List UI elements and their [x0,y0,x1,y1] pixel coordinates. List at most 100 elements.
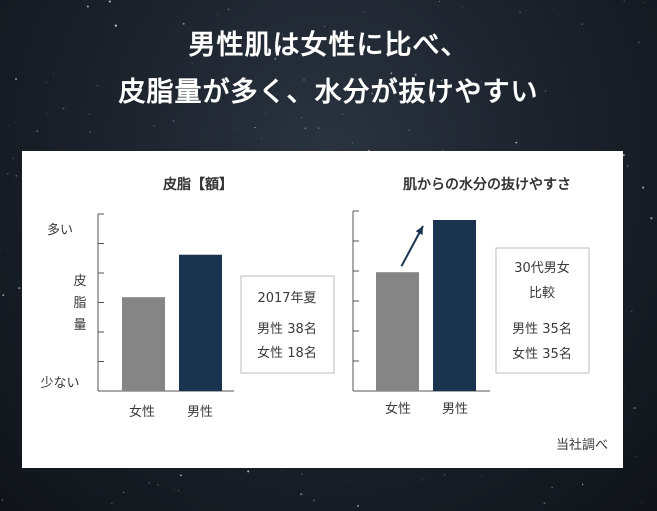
star-dot [45,82,47,83]
headline: 男性肌は女性に比べ、 皮脂量が多く、水分が抜けやすい [0,22,657,116]
star-dot [414,73,417,76]
star-dot [639,90,641,92]
star-dot [390,72,393,75]
star-dot [557,15,559,17]
source-note: 当社調べ [556,437,608,453]
star-dot [357,505,359,507]
star-dot [543,502,546,505]
headline-line-2: 皮脂量が多く、水分が抜けやすい [118,77,539,108]
star-dot [260,137,263,140]
star-dot [582,483,584,486]
star-dot [408,129,410,131]
star-dot [301,117,303,118]
star-dot [422,479,424,481]
star-dot [363,11,365,13]
moisture-note-line-3: 男性 35名 [512,321,572,337]
moisture-loss-chart: 肌からの水分の抜けやすさ 女性 男性 30代男女 比較 男性 35名 女性 35… [352,176,590,417]
star-dot [111,503,113,505]
moisture-note-line-4: 女性 35名 [512,346,572,362]
moisture-note-line-1: 30代男女 [514,260,570,276]
star-dot [440,79,443,82]
moisture-note-line-2: 比較 [529,286,555,301]
star-dot [114,24,117,27]
moisture-note-box [495,247,590,374]
star-dot [444,474,446,476]
bar-male [179,254,222,391]
star-dot [635,456,637,458]
star-dot [53,73,55,74]
star-dot [630,262,631,264]
star-dot [406,72,408,74]
star-dot [254,127,256,129]
star-dot [182,22,185,25]
star-dot [281,470,283,471]
star-dot [249,45,251,47]
star-dot [551,486,553,489]
star-dot [157,484,159,486]
star-dot [36,130,39,132]
star-dot [193,509,194,511]
star-dot [519,11,521,14]
star-dot [406,50,408,52]
headline-line-1: 男性肌は女性に比べ、 [188,30,469,61]
star-dot [123,491,125,493]
star-dot [46,112,48,114]
star-dot [177,490,180,492]
star-dot [431,77,434,80]
star-dot [626,165,629,167]
category-label-female: 女性 [129,404,155,420]
star-dot [1,499,4,501]
sebum-chart: 皮脂【額】 多い 皮 脂 量 少ない 女性 男性 2017年夏 男性 38名 女… [40,176,335,420]
sebum-note-line-2: 男性 38名 [257,321,317,337]
star-dot [633,406,636,410]
arrow-head [415,226,423,235]
star-dot [180,474,182,477]
star-dot [15,174,18,177]
star-dot [274,57,277,60]
star-dot [11,157,14,160]
chart-card: 皮脂【額】 多い 皮 脂 量 少ない 女性 男性 2017年夏 男性 38名 女… [22,151,623,468]
bar-female [376,272,419,391]
star-dot [228,8,230,10]
star-dot [623,386,625,387]
star-dot [18,287,21,290]
star-dot [222,52,225,55]
star-dot [300,493,303,496]
star-dot [481,81,482,83]
y-axis-label-char-3: 量 [73,318,86,333]
sebum-chart-title: 皮脂【額】 [162,176,233,193]
star-dot [303,79,305,81]
star-dot [352,141,354,144]
star-dot [324,26,326,28]
star-dot [481,475,483,477]
star-dot [312,499,316,502]
sebum-note-line-3: 女性 18名 [257,345,317,361]
star-dot [148,482,151,484]
star-dot [431,38,433,40]
star-dot [265,113,267,115]
sebum-note-box [240,275,335,374]
star-dot [247,470,250,473]
star-dot [153,125,155,127]
star-dot [110,18,112,20]
star-dot [2,294,5,297]
star-dot [15,77,17,80]
y-axis-label-high: 多い [47,222,73,238]
star-dot [0,248,1,250]
star-dot [282,33,283,35]
increase-arrow [400,225,424,267]
bar-male [433,220,476,391]
star-dot [304,127,307,130]
y-axis-label-char-1: 皮 [73,274,86,289]
star-dot [631,310,633,312]
star-dot [288,37,291,40]
star-dot [409,43,411,45]
star-dot [637,41,640,44]
category-label-male: 男性 [187,405,213,420]
star-dot [515,141,518,144]
y-axis-label-low: 少ない [40,376,79,391]
star-dot [216,13,218,15]
star-dot [108,0,111,3]
category-label-female: 女性 [385,401,411,417]
star-dot [622,154,625,157]
